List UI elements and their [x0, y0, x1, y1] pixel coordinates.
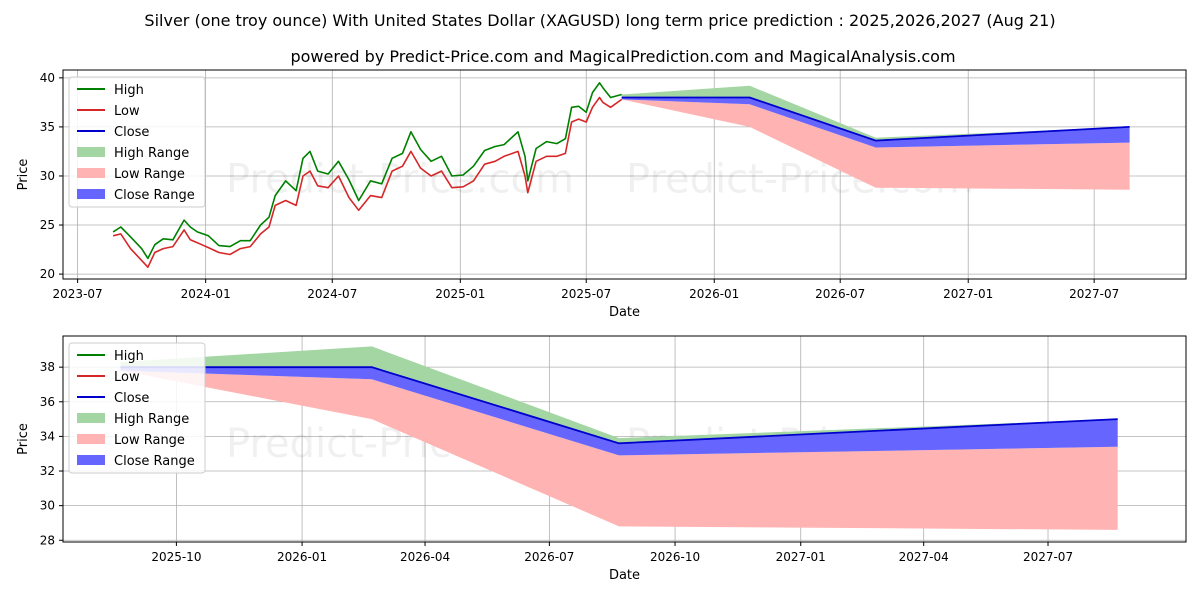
close-range-band	[621, 97, 1130, 148]
watermark-text: Predict-Price.com	[226, 157, 574, 203]
y-axis-title: Price	[16, 159, 31, 191]
x-tick-label: 2027-07	[1023, 550, 1073, 564]
y-tick-label: 30	[40, 499, 55, 513]
legend-close-range-swatch	[77, 455, 105, 465]
low-range-band	[120, 370, 1118, 530]
chart-title: Silver (one troy ounce) With United Stat…	[144, 11, 1055, 30]
close-forecast-line	[120, 366, 1118, 445]
history-panel: Predict-Price.com Predict-Price.com2023-0…	[16, 69, 1187, 320]
x-tick-label: 2026-10	[650, 550, 700, 564]
legend: High Low Close High Range Low Range Close Ran…	[68, 76, 206, 208]
y-tick-label: 25	[40, 218, 55, 232]
legend-high-label: High	[114, 83, 144, 98]
x-tick-label: 2024-07	[307, 287, 357, 301]
chart-subtitle: powered by Predict-Price.com and Magical…	[290, 47, 955, 66]
x-tick-label: 2023-07	[53, 287, 103, 301]
x-tick-label: 2025-01	[435, 287, 485, 301]
x-tick-label: 2027-07	[1069, 287, 1119, 301]
legend: High Low Close High Range Low Range Close Ran…	[68, 342, 206, 474]
legend-low-range-swatch	[77, 434, 105, 444]
close-forecast-line	[621, 96, 1130, 142]
legend-low-range-label: Low Range	[114, 433, 185, 448]
x-tick-label: 2024-01	[181, 287, 231, 301]
legend-high-range-label: High Range	[114, 412, 189, 427]
legend-low-range-label: Low Range	[114, 167, 185, 182]
y-tick-label: 30	[40, 169, 55, 183]
legend-high-label: High	[114, 349, 144, 364]
y-tick-label: 28	[40, 533, 55, 547]
low-range-band	[621, 99, 1130, 190]
x-tick-label: 2027-01	[776, 550, 826, 564]
legend-low-label: Low	[114, 104, 140, 119]
legend-high-range-swatch	[77, 147, 105, 157]
forecast-panel: Predict-Price.comPredict-Price.com2025-1…	[16, 335, 1187, 583]
y-axis-title: Price	[16, 423, 31, 455]
legend-close-range-label: Close Range	[114, 188, 195, 203]
legend-low-label: Low	[114, 370, 140, 385]
x-axis-title: Date	[609, 568, 640, 583]
low-series-line	[112, 96, 623, 269]
plot-frame	[62, 69, 1187, 280]
legend-high-range-swatch	[77, 413, 105, 423]
legend-low-range-swatch	[77, 168, 105, 178]
y-tick-label: 36	[40, 395, 55, 409]
y-tick-label: 32	[40, 464, 55, 478]
x-tick-label: 2026-04	[400, 550, 450, 564]
x-tick-label: 2026-01	[689, 287, 739, 301]
y-tick-label: 40	[40, 71, 55, 85]
y-tick-label: 34	[40, 429, 55, 443]
y-tick-label: 20	[40, 267, 55, 281]
high-range-band	[621, 85, 1130, 141]
x-axis-title: Date	[609, 305, 640, 320]
legend-close-label: Close	[114, 125, 149, 140]
legend-high-range-label: High Range	[114, 146, 189, 161]
y-tick-label: 35	[40, 120, 55, 134]
x-tick-label: 2025-10	[151, 550, 201, 564]
x-tick-label: 2026-07	[815, 287, 865, 301]
legend-close-range-label: Close Range	[114, 454, 195, 469]
x-tick-label: 2026-07	[524, 550, 574, 564]
high-range-band	[120, 346, 1118, 444]
x-tick-label: 2026-01	[277, 550, 327, 564]
y-tick-label: 38	[40, 360, 55, 374]
plot-frame	[62, 335, 1187, 543]
legend-close-label: Close	[114, 391, 149, 406]
close-range-band	[120, 367, 1118, 456]
high-series-line	[112, 82, 622, 260]
x-tick-label: 2027-01	[943, 287, 993, 301]
x-tick-label: 2025-07	[561, 287, 611, 301]
x-tick-label: 2027-04	[899, 550, 949, 564]
legend-close-range-swatch	[77, 189, 105, 199]
